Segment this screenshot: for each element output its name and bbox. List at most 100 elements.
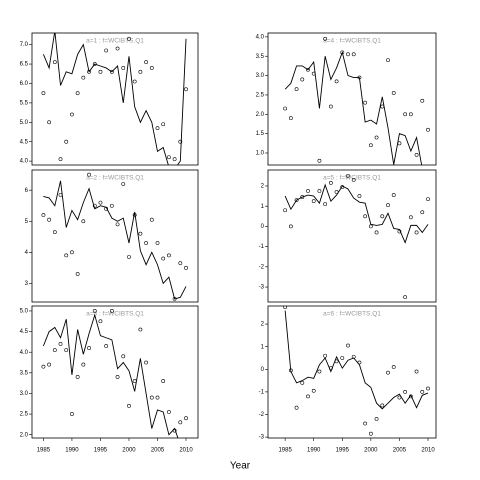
y-tick-label: 6.0 bbox=[20, 81, 29, 87]
data-point bbox=[144, 360, 148, 365]
y-tick-label: 2.0 bbox=[256, 112, 265, 118]
y-tick-label: 5.0 bbox=[20, 120, 29, 126]
data-point bbox=[47, 362, 52, 367]
data-point bbox=[397, 395, 402, 400]
series-line bbox=[284, 183, 429, 244]
panel-frame bbox=[31, 169, 199, 303]
data-point bbox=[58, 192, 63, 197]
x-tick-label: 2010 bbox=[421, 448, 435, 454]
y-tick-label: -3 bbox=[259, 435, 265, 441]
data-point bbox=[363, 214, 368, 219]
data-point bbox=[167, 410, 171, 414]
data-point bbox=[323, 36, 328, 41]
data-point bbox=[300, 77, 305, 82]
x-tick-label: 1990 bbox=[307, 448, 321, 454]
data-point bbox=[357, 194, 362, 198]
data-point bbox=[98, 319, 103, 324]
data-point bbox=[144, 60, 148, 65]
data-point bbox=[374, 230, 379, 235]
panel-title: a=2 : f=WCIBTS.Q1 bbox=[86, 175, 144, 182]
data-point bbox=[328, 104, 333, 109]
data-point bbox=[380, 104, 385, 109]
data-point bbox=[391, 365, 396, 369]
x-tick-label: 2000 bbox=[122, 448, 136, 454]
x-axis-label: Year bbox=[230, 461, 251, 472]
data-point bbox=[104, 344, 109, 348]
data-point bbox=[58, 157, 63, 162]
data-point bbox=[138, 69, 143, 74]
data-point bbox=[374, 135, 379, 140]
data-point bbox=[70, 250, 74, 255]
data-point bbox=[386, 370, 390, 375]
data-point bbox=[155, 126, 160, 131]
data-point bbox=[323, 202, 328, 207]
data-point bbox=[300, 195, 305, 199]
panel-frame bbox=[31, 305, 199, 439]
data-point bbox=[87, 172, 91, 177]
series-line bbox=[43, 180, 187, 300]
data-point bbox=[64, 253, 69, 258]
y-tick-label: 4 bbox=[25, 250, 29, 256]
data-point bbox=[64, 139, 69, 144]
data-point bbox=[340, 356, 345, 360]
data-point bbox=[403, 112, 408, 117]
data-point bbox=[368, 143, 373, 148]
y-tick-label: 2.5 bbox=[256, 93, 265, 99]
x-tick-label: 1995 bbox=[336, 448, 350, 454]
data-point bbox=[408, 112, 413, 117]
y-tick-label: 0 bbox=[261, 367, 265, 373]
data-point bbox=[311, 388, 316, 393]
data-point bbox=[357, 360, 362, 365]
data-point bbox=[115, 46, 120, 51]
data-point bbox=[149, 395, 154, 400]
y-tick-label: 2 bbox=[261, 322, 265, 328]
data-point bbox=[397, 141, 402, 146]
data-point bbox=[47, 217, 52, 222]
panel-frame bbox=[267, 32, 437, 166]
y-tick-label: 4.0 bbox=[256, 34, 265, 40]
data-point bbox=[75, 272, 80, 276]
data-point bbox=[138, 231, 143, 236]
data-point bbox=[184, 87, 188, 92]
y-tick-label: 4.0 bbox=[20, 159, 29, 165]
data-point bbox=[155, 395, 160, 400]
data-point bbox=[161, 379, 166, 383]
data-point bbox=[288, 116, 293, 121]
data-point bbox=[363, 421, 368, 426]
data-point bbox=[161, 122, 166, 127]
data-point bbox=[414, 230, 419, 235]
data-point bbox=[115, 222, 120, 227]
data-point bbox=[98, 69, 103, 74]
panel-frame bbox=[31, 32, 199, 166]
y-tick-label: 2.5 bbox=[20, 412, 29, 418]
data-point bbox=[328, 181, 333, 185]
data-point bbox=[403, 389, 408, 394]
data-point bbox=[41, 364, 46, 369]
plot-area bbox=[41, 33, 188, 165]
data-point bbox=[149, 66, 154, 70]
data-point bbox=[403, 295, 408, 300]
data-point bbox=[420, 98, 425, 103]
data-point bbox=[391, 193, 396, 197]
data-point bbox=[115, 375, 120, 379]
data-point bbox=[92, 62, 97, 66]
y-tick-label: 5 bbox=[25, 219, 29, 225]
panel-frame bbox=[267, 305, 437, 439]
data-point bbox=[397, 229, 402, 234]
panel-title: a=5 : f=WCIBTS.Q1 bbox=[323, 175, 381, 182]
data-point bbox=[64, 348, 69, 353]
x-tick-label: 1990 bbox=[65, 448, 79, 454]
y-tick-label: 1.0 bbox=[256, 151, 265, 157]
data-point bbox=[408, 394, 413, 399]
data-point bbox=[311, 199, 316, 204]
y-tick-label: 1 bbox=[261, 344, 265, 350]
data-point bbox=[184, 265, 188, 270]
series-line bbox=[42, 33, 187, 165]
data-point bbox=[161, 256, 166, 261]
data-point bbox=[288, 224, 293, 229]
plot-area bbox=[41, 172, 188, 301]
data-point bbox=[109, 69, 114, 74]
y-tick-label: -2 bbox=[259, 264, 265, 270]
y-tick-label: 7.0 bbox=[20, 42, 29, 48]
data-point bbox=[92, 203, 97, 208]
